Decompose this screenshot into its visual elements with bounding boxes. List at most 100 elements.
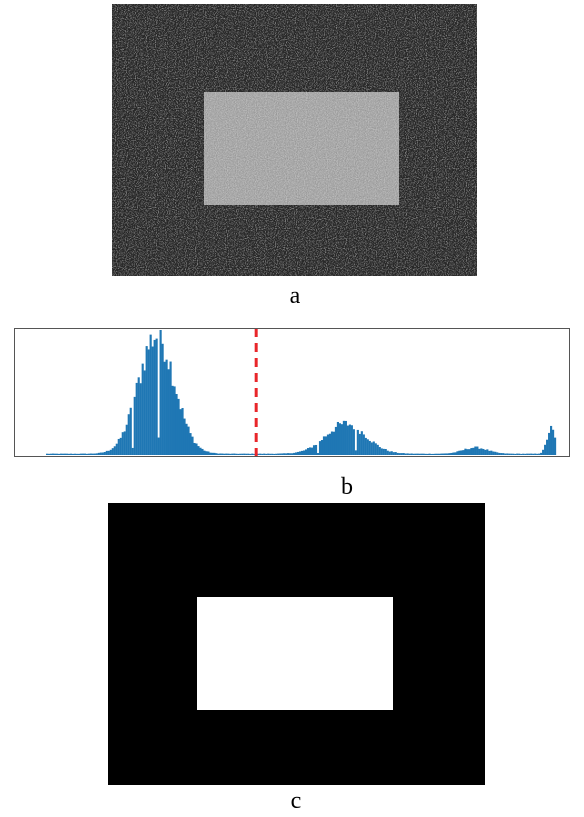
histogram-bar (101, 452, 104, 455)
histogram-bar (213, 452, 216, 455)
histogram-bar (227, 453, 230, 455)
histogram-bar (352, 429, 355, 455)
histogram-bar (454, 452, 457, 455)
histogram-bar (432, 453, 435, 455)
histogram-bar (444, 453, 447, 455)
histogram-bar (193, 442, 196, 455)
histogram-bar (235, 453, 238, 455)
histogram-bar (201, 448, 204, 455)
histogram-bar (446, 453, 449, 455)
histogram-bar (518, 453, 521, 455)
histogram-bar (304, 449, 308, 455)
histogram-bar (59, 453, 63, 455)
histogram-bar (299, 451, 302, 455)
histogram-bar (380, 448, 383, 455)
histogram-bar (390, 451, 393, 455)
histogram-bar (416, 453, 419, 455)
histogram-bar (426, 453, 429, 455)
histogram-bar (217, 453, 220, 455)
histogram-bar (239, 453, 242, 455)
histogram-bar (71, 453, 75, 455)
histogram-bar (392, 452, 395, 455)
histogram-bar (516, 453, 519, 455)
histogram-bar (326, 434, 330, 455)
histogram-bar (53, 453, 57, 455)
histogram-bar (474, 446, 477, 455)
histogram-bar (143, 370, 146, 455)
histogram-bar (289, 453, 292, 455)
histogram-bar (334, 426, 338, 455)
histogram-bar (324, 436, 328, 455)
histogram-bar (512, 453, 515, 455)
histogram-bar (524, 453, 527, 455)
histogram-bar (384, 449, 387, 455)
histogram-bar (149, 334, 152, 455)
histogram-bar (167, 369, 170, 455)
histogram-bar (408, 453, 411, 455)
noisy-image (112, 4, 477, 276)
histogram-bar (472, 447, 475, 455)
histogram-bar (297, 451, 300, 455)
histogram-bar (73, 453, 77, 455)
histogram-bar (308, 447, 312, 455)
histogram-bar (147, 349, 150, 455)
histogram-bar (330, 431, 334, 455)
histogram-bar (281, 453, 284, 455)
histogram-bar (187, 426, 190, 455)
histogram-bar (63, 453, 67, 455)
histogram-bar (273, 453, 276, 455)
histogram-bar (552, 429, 555, 455)
histogram-bar (285, 453, 288, 455)
histogram-bar (372, 441, 375, 455)
histogram-bar (374, 443, 377, 455)
histogram-bar (526, 453, 529, 455)
histogram-bar (508, 453, 511, 455)
histogram-bar (189, 433, 192, 455)
histogram-bar (47, 453, 51, 455)
histogram-bar (346, 425, 349, 455)
histogram-bar (113, 446, 116, 455)
histogram-bar (223, 453, 226, 455)
histogram-bar (504, 453, 507, 455)
histogram-bar (97, 452, 100, 455)
histogram-bar (370, 442, 373, 455)
histogram-bar (49, 453, 53, 455)
histogram-bar (301, 450, 304, 455)
histogram-bar (314, 444, 318, 455)
histogram-bar (209, 452, 212, 455)
histogram-bar (261, 453, 264, 455)
histogram-bar (69, 453, 73, 455)
histogram-bar (500, 453, 503, 455)
histogram-bar (456, 451, 459, 455)
histogram-bar (438, 453, 441, 455)
histogram-bar (107, 450, 110, 455)
histogram-bar (450, 452, 453, 455)
histogram-bar (231, 453, 234, 455)
histogram-bar (165, 359, 168, 455)
histogram-bar (550, 425, 553, 455)
histogram-bar (169, 361, 172, 455)
caption-a: a (289, 283, 301, 309)
caption-c: c (290, 788, 302, 814)
histogram-bar (221, 453, 224, 455)
histogram-bar (181, 407, 184, 455)
histogram-bar (109, 449, 112, 455)
histogram-bar (528, 453, 531, 455)
histogram-bar (402, 453, 405, 455)
histogram-bar (428, 453, 431, 455)
histogram-bar (111, 448, 114, 455)
histogram-bar (340, 424, 343, 455)
histogram-bar (183, 418, 186, 455)
histogram-bar (83, 453, 86, 455)
histogram-bar (215, 453, 218, 455)
histogram-bar (448, 453, 451, 455)
histogram-bar (265, 453, 268, 455)
histogram-bar (185, 423, 188, 455)
histogram-bar (199, 447, 202, 455)
histogram-bar (79, 453, 83, 455)
histogram-bar (61, 453, 65, 455)
histogram-bar (546, 439, 549, 455)
histogram-bar (468, 449, 471, 455)
histogram-bar (233, 453, 236, 455)
histogram-bar (245, 453, 248, 455)
